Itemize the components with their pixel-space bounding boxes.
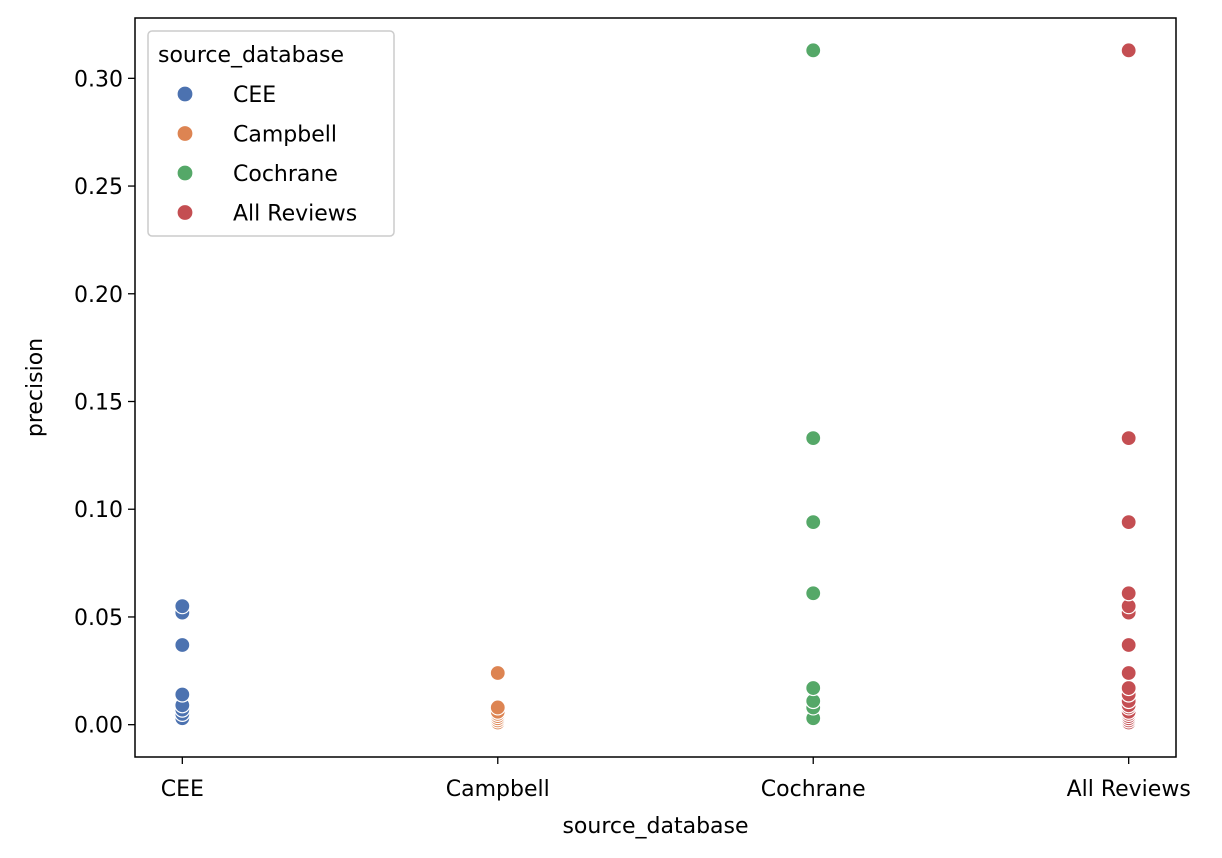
data-point	[1120, 430, 1137, 447]
data-point	[805, 585, 822, 602]
data-point	[174, 686, 191, 703]
data-point	[805, 42, 822, 59]
x-tick-label: CEE	[161, 777, 204, 802]
data-point	[174, 598, 191, 615]
legend-marker	[176, 124, 194, 143]
legend-label: Campbell	[233, 123, 337, 148]
y-tick-label: 0.00	[74, 714, 123, 739]
y-tick-label: 0.25	[74, 175, 123, 200]
data-point	[489, 664, 506, 682]
data-points	[174, 42, 1137, 731]
data-point	[805, 430, 822, 447]
x-axis: CEE Campbell Cochrane All Reviews	[161, 757, 1191, 802]
legend-box	[147, 30, 395, 237]
data-point	[1120, 679, 1137, 697]
legend: source_database CEE Campbell Cochrane All R…	[147, 30, 395, 237]
legend-label: CEE	[233, 83, 276, 108]
legend-label: All Reviews	[233, 202, 357, 227]
legend-marker	[176, 164, 194, 182]
x-tick-label: All Reviews	[1067, 777, 1191, 802]
x-tick-label: Campbell	[446, 777, 550, 802]
y-tick-label: 0.05	[74, 606, 123, 631]
data-point	[1120, 664, 1137, 682]
legend-label: Cochrane	[233, 162, 338, 187]
data-point	[805, 679, 822, 697]
y-tick-label: 0.20	[74, 283, 123, 308]
plot-area	[134, 17, 1177, 758]
data-point	[1120, 42, 1137, 59]
data-point	[174, 636, 191, 654]
y-tick-label: 0.30	[74, 67, 123, 92]
data-point	[805, 514, 822, 531]
legend-marker	[176, 203, 194, 222]
y-tick-label: 0.10	[74, 498, 123, 523]
data-point	[1120, 514, 1137, 531]
x-tick-label: Cochrane	[761, 777, 866, 802]
data-point	[1120, 636, 1137, 654]
y-axis: 0.00 0.05 0.10 0.15 0.20 0.25 0.30	[74, 67, 135, 739]
legend-marker	[176, 85, 194, 103]
y-tick-label: 0.15	[74, 391, 123, 416]
legend-title: source_database	[158, 43, 344, 68]
data-point	[489, 699, 506, 716]
y-axis-title: precision	[23, 338, 48, 437]
data-point	[1120, 585, 1137, 602]
plot-frame	[134, 17, 1177, 758]
legend-items: CEE Campbell Cochrane All Reviews	[176, 83, 357, 227]
x-axis-title: source_database	[562, 814, 748, 839]
